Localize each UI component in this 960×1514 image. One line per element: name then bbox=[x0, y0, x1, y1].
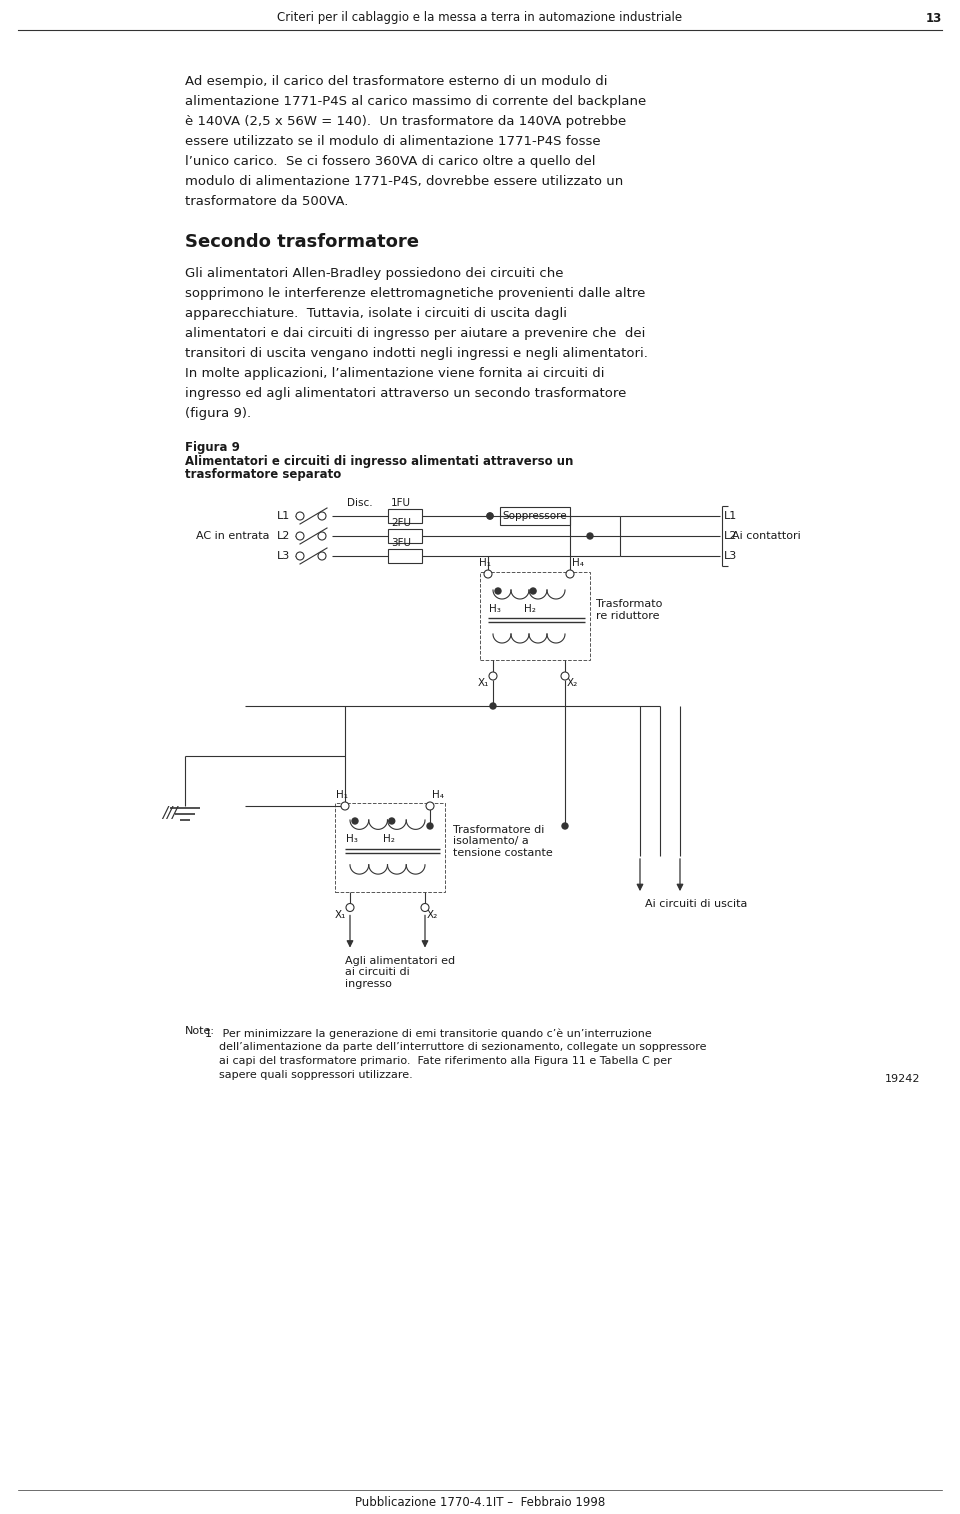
Circle shape bbox=[587, 533, 593, 539]
Circle shape bbox=[561, 672, 569, 680]
Circle shape bbox=[296, 531, 304, 540]
Text: Agli alimentatori ed
ai circuiti di
ingresso: Agli alimentatori ed ai circuiti di ingr… bbox=[345, 955, 455, 989]
Text: Secondo trasformatore: Secondo trasformatore bbox=[185, 233, 419, 251]
Text: X₂: X₂ bbox=[567, 678, 578, 687]
Text: H₃: H₃ bbox=[346, 834, 358, 843]
Text: Gli alimentatori Allen-Bradley possiedono dei circuiti che: Gli alimentatori Allen-Bradley possiedon… bbox=[185, 266, 564, 280]
Circle shape bbox=[490, 702, 496, 709]
Circle shape bbox=[530, 587, 536, 593]
Text: 3FU: 3FU bbox=[391, 537, 411, 548]
Text: alimentatori e dai circuiti di ingresso per aiutare a prevenire che  dei: alimentatori e dai circuiti di ingresso … bbox=[185, 327, 645, 341]
Text: L3: L3 bbox=[276, 551, 290, 562]
Circle shape bbox=[489, 672, 497, 680]
Text: l’unico carico.  Se ci fossero 360VA di carico oltre a quello del: l’unico carico. Se ci fossero 360VA di c… bbox=[185, 154, 595, 168]
Text: L2: L2 bbox=[724, 531, 737, 540]
Text: L1: L1 bbox=[276, 512, 290, 521]
Bar bbox=[480, 572, 590, 660]
Bar bbox=[388, 509, 422, 522]
Text: trasformatore da 500VA.: trasformatore da 500VA. bbox=[185, 195, 348, 207]
Text: H₄: H₄ bbox=[572, 559, 584, 568]
Circle shape bbox=[296, 512, 304, 519]
Text: essere utilizzato se il modulo di alimentazione 1771-P4S fosse: essere utilizzato se il modulo di alimen… bbox=[185, 135, 601, 148]
Circle shape bbox=[421, 904, 429, 911]
Circle shape bbox=[352, 818, 358, 824]
Text: dell’alimentazione da parte dell’interruttore di sezionamento, collegate un sopp: dell’alimentazione da parte dell’interru… bbox=[205, 1043, 707, 1052]
Circle shape bbox=[346, 904, 354, 911]
Text: H₁: H₁ bbox=[479, 559, 491, 568]
Text: ai capi del trasformatore primario.  Fate riferimento alla Figura 11 e Tabella C: ai capi del trasformatore primario. Fate… bbox=[205, 1057, 672, 1066]
Circle shape bbox=[318, 512, 326, 519]
Text: Ad esempio, il carico del trasformatore esterno di un modulo di: Ad esempio, il carico del trasformatore … bbox=[185, 76, 608, 88]
Circle shape bbox=[318, 553, 326, 560]
Text: Alimentatori e circuiti di ingresso alimentati attraverso un: Alimentatori e circuiti di ingresso alim… bbox=[185, 456, 573, 468]
Text: 19242: 19242 bbox=[884, 1075, 920, 1084]
Circle shape bbox=[487, 513, 493, 519]
Text: Disc.: Disc. bbox=[348, 498, 372, 509]
Text: trasformatore separato: trasformatore separato bbox=[185, 468, 341, 481]
Text: H₂: H₂ bbox=[524, 604, 536, 615]
Text: In molte applicazioni, l’alimentazione viene fornita ai circuiti di: In molte applicazioni, l’alimentazione v… bbox=[185, 366, 605, 380]
Text: Trasformato
re riduttore: Trasformato re riduttore bbox=[596, 600, 662, 621]
Bar bbox=[500, 507, 570, 525]
Circle shape bbox=[318, 531, 326, 540]
Circle shape bbox=[426, 802, 434, 810]
Text: modulo di alimentazione 1771-P4S, dovrebbe essere utilizzato un: modulo di alimentazione 1771-P4S, dovreb… bbox=[185, 176, 623, 188]
Text: H₂: H₂ bbox=[383, 834, 395, 843]
Text: alimentazione 1771-P4S al carico massimo di corrente del backplane: alimentazione 1771-P4S al carico massimo… bbox=[185, 95, 646, 107]
Text: Figura 9: Figura 9 bbox=[185, 441, 240, 454]
Text: Ai contattori: Ai contattori bbox=[732, 531, 801, 540]
Text: L2: L2 bbox=[276, 531, 290, 540]
Text: (figura 9).: (figura 9). bbox=[185, 407, 252, 419]
Text: L1: L1 bbox=[724, 512, 737, 521]
Text: apparecchiature.  Tuttavia, isolate i circuiti di uscita dagli: apparecchiature. Tuttavia, isolate i cir… bbox=[185, 307, 567, 319]
Circle shape bbox=[341, 802, 349, 810]
Text: H₁: H₁ bbox=[336, 790, 348, 799]
Text: L3: L3 bbox=[724, 551, 737, 562]
Text: X₁: X₁ bbox=[478, 678, 489, 687]
Text: Soppressore: Soppressore bbox=[503, 512, 567, 521]
Text: AC in entrata: AC in entrata bbox=[197, 531, 270, 540]
Text: Trasformatore di
isolamento/ a
tensione costante: Trasformatore di isolamento/ a tensione … bbox=[453, 825, 553, 858]
Circle shape bbox=[495, 587, 501, 593]
Text: Ai circuiti di uscita: Ai circuiti di uscita bbox=[645, 899, 748, 908]
Text: ingresso ed agli alimentatori attraverso un secondo trasformatore: ingresso ed agli alimentatori attraverso… bbox=[185, 388, 626, 400]
Circle shape bbox=[389, 818, 395, 824]
Text: sopprimono le interferenze elettromagnetiche provenienti dalle altre: sopprimono le interferenze elettromagnet… bbox=[185, 288, 645, 300]
Circle shape bbox=[487, 513, 493, 519]
Text: H₄: H₄ bbox=[432, 790, 444, 799]
Text: sapere quali soppressori utilizzare.: sapere quali soppressori utilizzare. bbox=[205, 1070, 413, 1081]
Text: Note:: Note: bbox=[185, 1025, 215, 1036]
Text: H₃: H₃ bbox=[489, 604, 501, 615]
Text: è 140VA (2,5 x 56W = 140).  Un trasformatore da 140VA potrebbe: è 140VA (2,5 x 56W = 140). Un trasformat… bbox=[185, 115, 626, 129]
Text: 1FU: 1FU bbox=[391, 498, 411, 509]
Text: 13: 13 bbox=[925, 12, 942, 24]
Circle shape bbox=[296, 553, 304, 560]
Bar bbox=[335, 802, 445, 892]
Text: ///: /// bbox=[162, 805, 178, 821]
Text: X₂: X₂ bbox=[427, 910, 439, 919]
Text: transitori di uscita vengano indotti negli ingressi e negli alimentatori.: transitori di uscita vengano indotti neg… bbox=[185, 347, 648, 360]
Text: Criteri per il cablaggio e la messa a terra in automazione industriale: Criteri per il cablaggio e la messa a te… bbox=[277, 12, 683, 24]
Text: X₁: X₁ bbox=[335, 910, 346, 919]
Circle shape bbox=[484, 569, 492, 578]
Text: 1   Per minimizzare la generazione di emi transitorie quando c’è un’interruzione: 1 Per minimizzare la generazione di emi … bbox=[205, 1028, 652, 1039]
Circle shape bbox=[427, 824, 433, 830]
Bar bbox=[388, 550, 422, 563]
Circle shape bbox=[566, 569, 574, 578]
Bar bbox=[388, 528, 422, 544]
Circle shape bbox=[562, 824, 568, 830]
Text: Pubblicazione 1770-4.1IT –  Febbraio 1998: Pubblicazione 1770-4.1IT – Febbraio 1998 bbox=[355, 1496, 605, 1508]
Text: 2FU: 2FU bbox=[391, 518, 411, 528]
